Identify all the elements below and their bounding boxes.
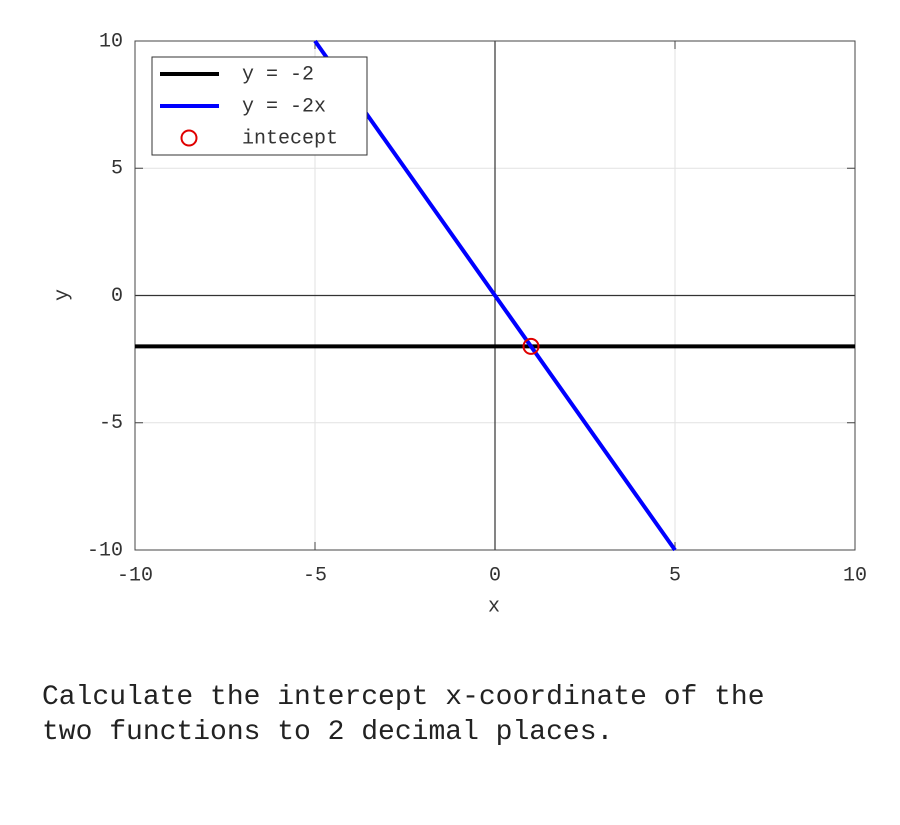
y-axis-label: y	[51, 289, 74, 301]
y-tick-label: 10	[99, 30, 123, 53]
y-tick-label: 0	[111, 285, 123, 308]
x-tick-label: 5	[669, 564, 681, 587]
legend-marker	[180, 129, 198, 147]
y-tick-label: -5	[99, 412, 123, 435]
legend-label: y = -2x	[242, 95, 326, 118]
chart: x y -10 -5 0 5 10 -10 -5 0 5 10 y = -2 y = -2x intec…	[51, 30, 867, 618]
marker	[522, 337, 540, 355]
series-line	[313, 39, 677, 552]
plot-frame	[134, 40, 856, 551]
x-axis-label: x	[488, 595, 500, 618]
x-tick-label: 10	[843, 564, 867, 587]
legend-label: y = -2	[242, 63, 314, 86]
x-tick-label: 0	[489, 564, 501, 587]
x-tick-label: -10	[117, 564, 153, 587]
y-tick-label: 5	[111, 158, 123, 181]
question: Calculate the intercept x-coordinate of …	[42, 682, 765, 748]
legend-label: intecept	[242, 127, 338, 150]
x-tick-label: -5	[303, 564, 327, 587]
y-tick-label: -10	[87, 539, 123, 562]
